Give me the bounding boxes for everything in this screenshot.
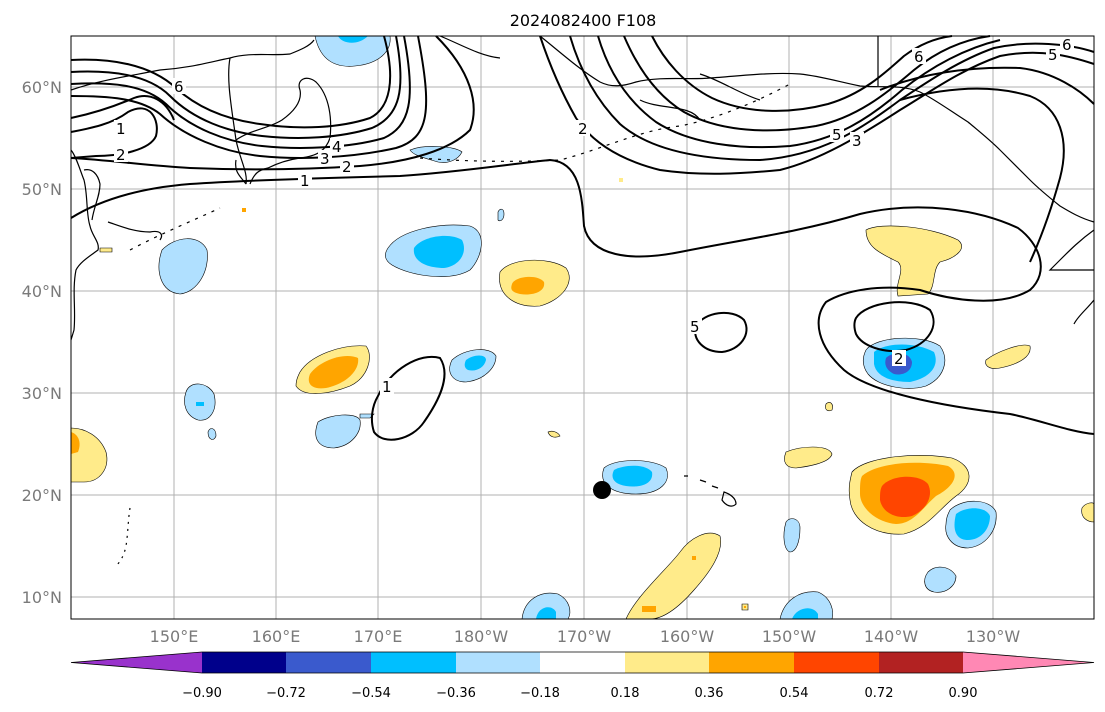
colorbar-tick-label: 0.90 [949,686,978,701]
colorbar-tick-label: −0.54 [351,686,391,701]
contour-label: 4 [332,138,342,156]
colorbar-segment [625,652,709,673]
longitude-axis: 150°E 160°E 170°E 180°W 170°W 160°W 150°… [150,627,1021,646]
contour-label: 6 [914,48,924,66]
map-panel: 6 5 4 3 2 1 2 6 5 3 2 1 2 1 6 5 [70,35,1095,620]
colorbar-segment [71,652,202,673]
colorbar-segment [371,652,456,673]
colorbar-tick-label: −0.36 [436,686,476,701]
contour-label: 6 [174,78,184,96]
lat-tick-label: 60°N [22,78,62,97]
contour-label: 5 [690,318,700,336]
colorbar-tick-label: −0.90 [182,686,222,701]
colorbar-tick-label: 0.18 [611,686,640,701]
contour-label: 2 [894,350,904,368]
north-america-coastline [439,35,1095,223]
colorbar-tick-label: 0.72 [865,686,894,701]
height-contours [70,35,1095,441]
lon-tick-label: 140°W [864,627,919,646]
colorbar-tick-label: −0.18 [520,686,560,701]
negative-anomaly-north-pacific [314,35,391,67]
contour-label: 1 [116,120,126,138]
colorbar-segment [709,652,794,673]
lat-tick-label: 50°N [22,180,62,199]
map-frame [70,35,1095,620]
lon-tick-label: 180°W [454,627,509,646]
lon-tick-label: 150°E [150,627,199,646]
colorbar-segment [794,652,879,673]
contour-label: 1 [300,172,310,190]
contour-label: 5 [1048,46,1058,64]
colorbar-labels: −0.90 −0.72 −0.54 −0.36 −0.18 0.18 0.36 … [182,686,977,701]
contour-label: 5 [832,126,842,144]
colorbar-segment [202,652,286,673]
negative-anomaly-core [338,36,368,43]
gridlines [71,36,1094,619]
contour-labels: 6 5 4 3 2 1 2 6 5 3 2 1 2 1 6 5 [114,36,1074,396]
colorbar [70,651,1095,674]
colorbar-tick-label: 0.54 [780,686,809,701]
colorbar-segment [879,652,963,673]
contour-label: 3 [320,150,330,168]
lat-tick-label: 10°N [22,588,62,607]
contour-label: 1 [382,378,392,396]
colorbar-segment [963,652,1094,673]
lat-tick-label: 30°N [22,384,62,403]
hawaii-islands [684,475,737,507]
colorbar-tick-label: −0.72 [266,686,306,701]
colorbar-segment [286,652,371,673]
lat-tick-label: 20°N [22,486,62,505]
colorbar-segment [456,652,540,673]
coastlines [70,35,1095,567]
latitude-axis: 60°N 50°N 40°N 30°N 20°N 10°N [22,78,62,607]
contour-label: 2 [578,120,588,138]
lon-tick-label: 160°W [660,627,715,646]
lon-tick-label: 150°W [762,627,817,646]
lon-tick-label: 170°E [354,627,403,646]
colorbar-segment [540,652,625,673]
lon-tick-label: 160°E [252,627,301,646]
lat-tick-label: 40°N [22,282,62,301]
contour-label: 2 [116,146,126,164]
figure-title: 2024082400 F108 [510,11,657,30]
lon-tick-label: 170°W [557,627,612,646]
storm-position-dot [593,481,611,499]
contour-label: 6 [1062,36,1072,54]
colorbar-tick-label: 0.36 [695,686,724,701]
contour-label: 2 [342,158,352,176]
lon-tick-label: 130°W [966,627,1021,646]
colorbar-outline [70,651,1095,674]
contour-label: 3 [852,132,862,150]
asia-coastline [70,39,332,185]
